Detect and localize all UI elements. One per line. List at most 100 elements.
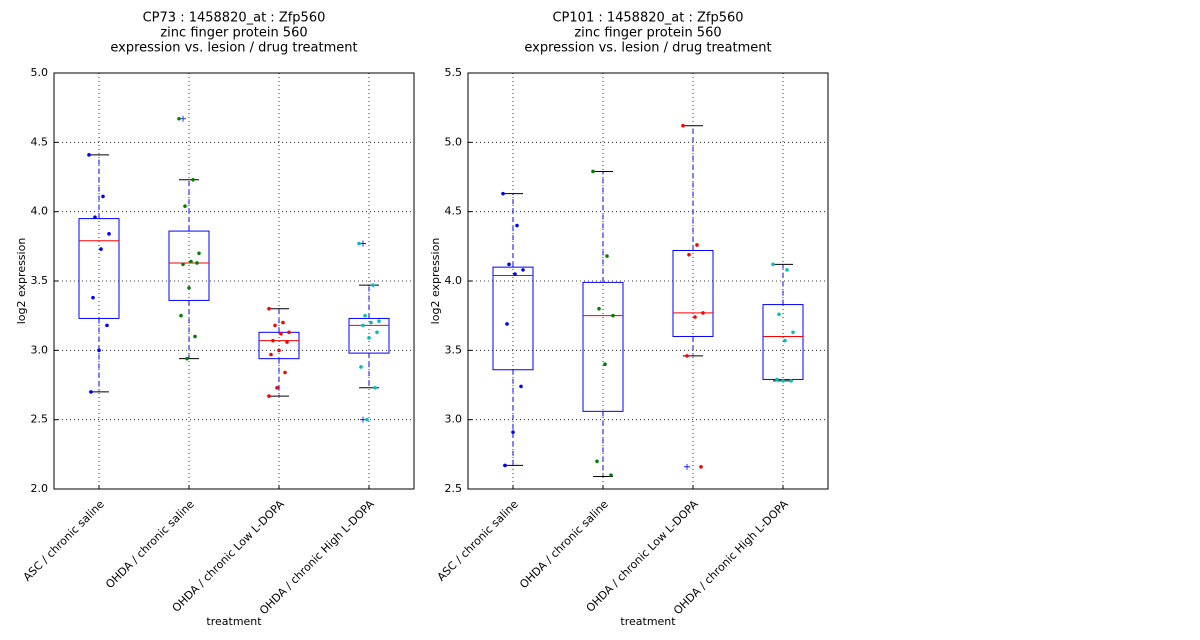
point bbox=[365, 417, 369, 422]
point bbox=[285, 340, 289, 344]
point bbox=[501, 191, 505, 196]
point bbox=[193, 334, 197, 339]
point bbox=[783, 338, 787, 343]
y-tick-label: 4.0 bbox=[31, 205, 49, 218]
point bbox=[279, 331, 283, 336]
box bbox=[348, 317, 390, 354]
point bbox=[363, 313, 367, 318]
point bbox=[693, 315, 697, 319]
point bbox=[597, 306, 601, 311]
point bbox=[513, 272, 517, 276]
y-tick-label: 4.0 bbox=[445, 274, 463, 287]
outlier bbox=[180, 115, 186, 122]
point bbox=[271, 338, 275, 343]
point bbox=[785, 268, 789, 272]
y-tick-label: 4.5 bbox=[445, 205, 463, 218]
point bbox=[185, 356, 189, 361]
point bbox=[87, 153, 91, 157]
y-axis-label: log2 expression bbox=[15, 238, 28, 325]
point bbox=[701, 311, 705, 315]
point bbox=[777, 312, 781, 317]
chart-title: CP73 : 1458820_at : Zfp560 bbox=[143, 11, 326, 26]
chart-title: expression vs. lesion / drug treatment bbox=[110, 41, 357, 56]
point bbox=[191, 177, 195, 182]
y-axis-label: log2 expression bbox=[429, 238, 442, 325]
point bbox=[277, 348, 281, 353]
y-tick-label: 3.5 bbox=[445, 343, 463, 356]
point bbox=[511, 430, 515, 434]
y-tick-label: 2.0 bbox=[31, 482, 49, 495]
point bbox=[183, 204, 187, 208]
chart-title: CP101 : 1458820_at : Zfp560 bbox=[552, 11, 743, 26]
point bbox=[521, 268, 525, 272]
chart-title: zinc finger protein 560 bbox=[574, 26, 721, 41]
point bbox=[189, 259, 193, 264]
point bbox=[603, 362, 607, 367]
point bbox=[685, 354, 689, 358]
y-tick-label: 3.0 bbox=[31, 343, 49, 356]
point bbox=[611, 313, 615, 318]
x-axis-label: treatment bbox=[620, 615, 676, 628]
point bbox=[283, 370, 287, 375]
point bbox=[99, 247, 103, 251]
point bbox=[361, 323, 365, 328]
point bbox=[187, 286, 191, 290]
point bbox=[503, 463, 507, 468]
point bbox=[177, 116, 181, 121]
point bbox=[287, 330, 291, 335]
point bbox=[687, 252, 691, 257]
point bbox=[105, 323, 109, 328]
point bbox=[791, 330, 795, 335]
y-tick-label: 3.0 bbox=[445, 413, 463, 426]
point bbox=[181, 262, 185, 267]
point bbox=[781, 379, 785, 383]
point bbox=[281, 320, 285, 325]
plot-frame bbox=[467, 72, 829, 490]
point bbox=[515, 223, 519, 228]
box bbox=[78, 218, 120, 319]
point bbox=[681, 123, 685, 128]
y-tick-label: 5.0 bbox=[445, 135, 463, 148]
x-tick-label: OHDA / chronic saline bbox=[103, 497, 197, 591]
x-tick-label: ASC / chronic saline bbox=[435, 497, 521, 583]
point bbox=[267, 306, 271, 311]
box bbox=[258, 331, 300, 360]
box bbox=[672, 249, 714, 337]
box bbox=[762, 304, 804, 380]
point bbox=[269, 352, 273, 357]
point bbox=[179, 313, 183, 318]
point bbox=[373, 385, 377, 390]
point bbox=[367, 336, 371, 340]
point bbox=[197, 251, 201, 256]
y-tick-label: 5.5 bbox=[445, 66, 463, 79]
point bbox=[789, 379, 793, 383]
box bbox=[492, 266, 534, 371]
point bbox=[771, 262, 775, 267]
point bbox=[695, 243, 699, 247]
point bbox=[375, 330, 379, 335]
box bbox=[168, 230, 210, 301]
point bbox=[275, 385, 279, 390]
point bbox=[357, 241, 361, 246]
point bbox=[775, 377, 779, 382]
point bbox=[595, 459, 599, 464]
point bbox=[369, 320, 373, 325]
point bbox=[107, 232, 111, 236]
point bbox=[359, 365, 363, 369]
point bbox=[89, 390, 93, 394]
box bbox=[582, 281, 624, 412]
x-axis-label: treatment bbox=[206, 615, 262, 628]
point bbox=[267, 394, 271, 398]
chart-title: expression vs. lesion / drug treatment bbox=[524, 41, 771, 56]
x-tick-label: ASC / chronic saline bbox=[21, 497, 107, 583]
point bbox=[699, 465, 703, 469]
outlier bbox=[684, 463, 690, 470]
point bbox=[195, 261, 199, 265]
chart-title: zinc finger protein 560 bbox=[160, 26, 307, 41]
point bbox=[371, 283, 375, 287]
y-tick-label: 5.0 bbox=[31, 66, 49, 79]
point bbox=[97, 348, 101, 353]
y-tick-label: 4.5 bbox=[31, 135, 49, 148]
x-tick-label: OHDA / chronic saline bbox=[517, 497, 611, 591]
